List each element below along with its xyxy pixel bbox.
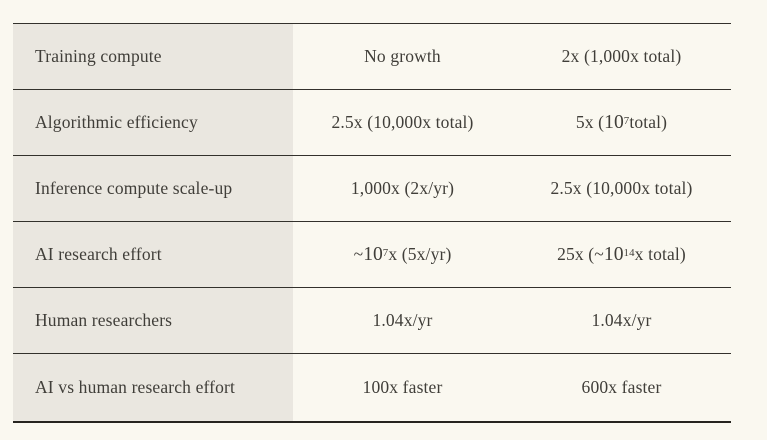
value-text: 25x (~ <box>557 244 604 265</box>
row-value-1: 100x faster <box>293 354 512 420</box>
row-label: AI research effort <box>13 222 293 288</box>
row-value-2: 25x (~ 10 14 x total) <box>557 244 686 266</box>
value-text: 10 <box>604 111 624 133</box>
value-text: 600x faster <box>581 377 662 398</box>
table-row: AI vs human research effort 100x faster … <box>13 354 731 421</box>
row-value-2: 5x (10 7 total) <box>575 111 668 133</box>
row-value-2: 600x faster <box>512 354 731 420</box>
value-text: No growth <box>364 46 441 67</box>
value-text: 2.5x (10,000x total) <box>331 112 474 133</box>
row-value-1: ~10 7 x (5x/yr) <box>353 244 452 266</box>
value-text: x total) <box>634 244 686 265</box>
value-text: 1.04x/yr <box>372 310 433 331</box>
row-value-1: 1.04x/yr <box>293 288 512 353</box>
value-text: 1,000x (2x/yr) <box>350 178 455 199</box>
table-row: Training compute No growth 2x (1,000x to… <box>13 24 731 91</box>
value-text: 2x (1,000x total) <box>561 46 682 67</box>
value-text: ~ <box>353 244 364 265</box>
row-value-2: 2.5x (10,000x total) <box>512 156 731 221</box>
row-label: Training compute <box>13 24 293 90</box>
scenario-comparison-table: Training compute No growth 2x (1,000x to… <box>13 23 731 423</box>
table-row: Human researchers 1.04x/yr 1.04x/yr <box>13 288 731 355</box>
row-value-2: 1.04x/yr <box>512 288 731 353</box>
value-text: 5x ( <box>575 112 605 133</box>
table-row: Inference compute scale-up 1,000x (2x/yr… <box>13 156 731 223</box>
value-text: 2.5x (10,000x total) <box>550 178 693 199</box>
value-text: 1.04x/yr <box>591 310 652 331</box>
value-text: total) <box>629 112 668 133</box>
row-value-2: 2x (1,000x total) <box>512 24 731 89</box>
value-text: x (5x/yr) <box>388 244 452 265</box>
row-label: Algorithmic efficiency <box>13 90 293 156</box>
row-value-1: No growth <box>293 24 512 89</box>
table-row: AI research effort ~10 7 x (5x/yr) 25x (~ 1… <box>13 222 731 289</box>
value-text: 100x faster <box>362 377 443 398</box>
value-text: 10 <box>363 244 383 266</box>
row-label: Human researchers <box>13 288 293 354</box>
row-value-1: 2.5x (10,000x total) <box>293 90 512 155</box>
table-row: Algorithmic efficiency 2.5x (10,000x tot… <box>13 90 731 157</box>
value-text: 10 <box>603 244 624 266</box>
row-label: Inference compute scale-up <box>13 156 293 222</box>
row-value-1: 1,000x (2x/yr) <box>293 156 512 221</box>
row-label: AI vs human research effort <box>13 354 293 421</box>
